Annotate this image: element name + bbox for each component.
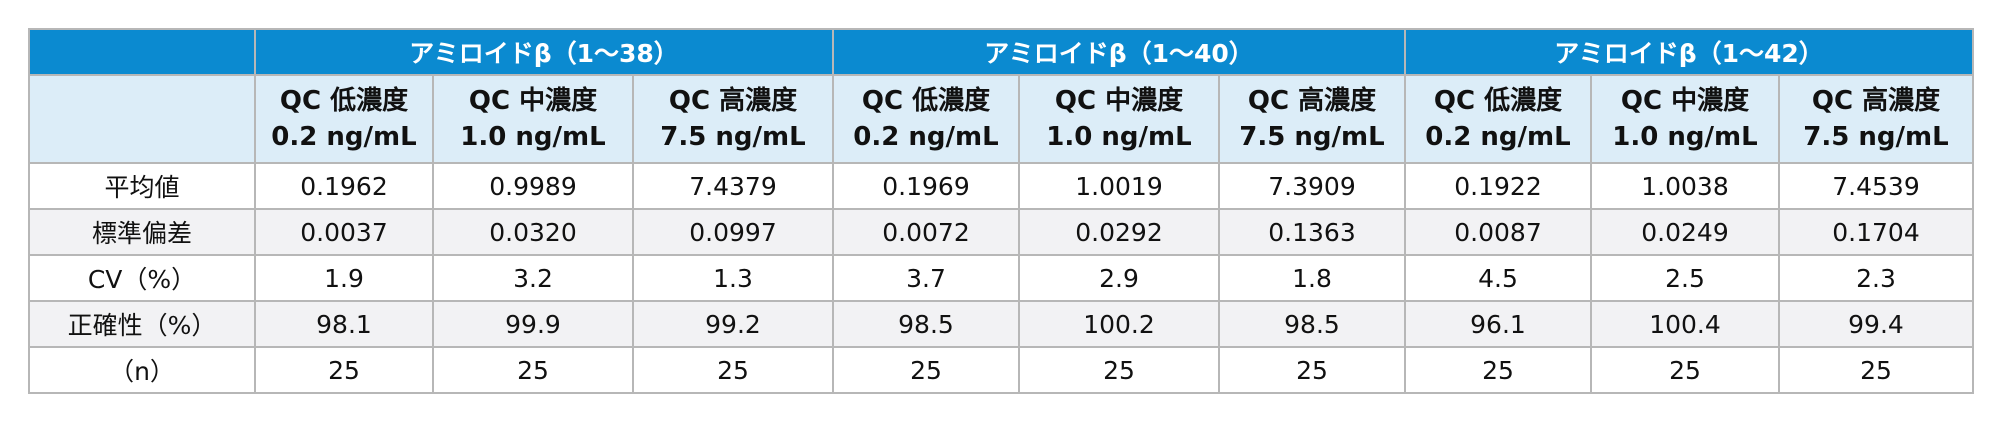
- subheader-corner-cell: [28, 74, 256, 164]
- subheader-cell: QC 中濃度 1.0 ng/mL: [1590, 74, 1780, 164]
- table-cell: 0.1962: [254, 162, 434, 210]
- table-cell: 4.5: [1404, 254, 1592, 302]
- table-cell: 99.4: [1778, 300, 1974, 348]
- row-label: 正確性（%）: [28, 300, 256, 348]
- qc-results-table: アミロイドβ（1～38） アミロイドβ（1～40） アミロイドβ（1～42） Q…: [28, 28, 1974, 394]
- table-cell: 25: [1218, 346, 1406, 394]
- table-cell: 0.0072: [832, 208, 1020, 256]
- table-cell: 1.0038: [1590, 162, 1780, 210]
- table-cell: 0.0087: [1404, 208, 1592, 256]
- row-label: （n）: [28, 346, 256, 394]
- table-cell: 0.0037: [254, 208, 434, 256]
- table-row: 平均値 0.1962 0.9989 7.4379 0.1969 1.0019 7…: [28, 162, 1974, 210]
- table-cell: 0.0997: [632, 208, 834, 256]
- table-cell: 25: [432, 346, 634, 394]
- table-cell: 25: [1590, 346, 1780, 394]
- table-cell: 25: [1778, 346, 1974, 394]
- table-cell: 7.3909: [1218, 162, 1406, 210]
- table-cell: 0.0249: [1590, 208, 1780, 256]
- table-cell: 96.1: [1404, 300, 1592, 348]
- table-cell: 25: [1404, 346, 1592, 394]
- row-label: 平均値: [28, 162, 256, 210]
- table-row: 標準偏差 0.0037 0.0320 0.0997 0.0072 0.0292 …: [28, 208, 1974, 256]
- table-cell: 1.9: [254, 254, 434, 302]
- group-header-ab38: アミロイドβ（1～38）: [254, 28, 834, 76]
- subheader-cell: QC 中濃度 1.0 ng/mL: [432, 74, 634, 164]
- row-label: CV（%）: [28, 254, 256, 302]
- table-cell: 98.5: [832, 300, 1020, 348]
- corner-cell: [28, 28, 256, 76]
- table-cell: 2.5: [1590, 254, 1780, 302]
- table-cell: 0.9989: [432, 162, 634, 210]
- table-cell: 25: [632, 346, 834, 394]
- table-cell: 1.0019: [1018, 162, 1220, 210]
- table-cell: 2.9: [1018, 254, 1220, 302]
- subheader-cell: QC 低濃度 0.2 ng/mL: [254, 74, 434, 164]
- row-label: 標準偏差: [28, 208, 256, 256]
- table-cell: 1.3: [632, 254, 834, 302]
- table-cell: 25: [254, 346, 434, 394]
- table-cell: 3.2: [432, 254, 634, 302]
- table-cell: 99.2: [632, 300, 834, 348]
- subheader-cell: QC 高濃度 7.5 ng/mL: [632, 74, 834, 164]
- table-cell: 98.5: [1218, 300, 1406, 348]
- table-cell: 1.8: [1218, 254, 1406, 302]
- subheader-cell: QC 低濃度 0.2 ng/mL: [1404, 74, 1592, 164]
- table-row: CV（%） 1.9 3.2 1.3 3.7 2.9 1.8 4.5 2.5 2.…: [28, 254, 1974, 302]
- group-header-ab42: アミロイドβ（1～42）: [1404, 28, 1974, 76]
- table-cell: 0.0320: [432, 208, 634, 256]
- table-row: 正確性（%） 98.1 99.9 99.2 98.5 100.2 98.5 96…: [28, 300, 1974, 348]
- table-cell: 3.7: [832, 254, 1020, 302]
- group-header-ab40: アミロイドβ（1～40）: [832, 28, 1406, 76]
- subheader-cell: QC 高濃度 7.5 ng/mL: [1218, 74, 1406, 164]
- table-cell: 25: [832, 346, 1020, 394]
- table-cell: 7.4379: [632, 162, 834, 210]
- table-cell: 0.1704: [1778, 208, 1974, 256]
- subheader-cell: QC 中濃度 1.0 ng/mL: [1018, 74, 1220, 164]
- table-cell: 25: [1018, 346, 1220, 394]
- table-row: （n） 25 25 25 25 25 25 25 25 25: [28, 346, 1974, 394]
- table-cell: 100.2: [1018, 300, 1220, 348]
- table-cell: 0.0292: [1018, 208, 1220, 256]
- table-cell: 99.9: [432, 300, 634, 348]
- table-cell: 100.4: [1590, 300, 1780, 348]
- table-cell: 2.3: [1778, 254, 1974, 302]
- table-cell: 7.4539: [1778, 162, 1974, 210]
- table-cell: 98.1: [254, 300, 434, 348]
- subheader-row: QC 低濃度 0.2 ng/mL QC 中濃度 1.0 ng/mL QC 高濃度 7.…: [28, 74, 1974, 164]
- table-cell: 0.1969: [832, 162, 1020, 210]
- table-cell: 0.1363: [1218, 208, 1406, 256]
- subheader-cell: QC 高濃度 7.5 ng/mL: [1778, 74, 1974, 164]
- group-header-row: アミロイドβ（1～38） アミロイドβ（1～40） アミロイドβ（1～42）: [28, 28, 1974, 76]
- subheader-cell: QC 低濃度 0.2 ng/mL: [832, 74, 1020, 164]
- table-cell: 0.1922: [1404, 162, 1592, 210]
